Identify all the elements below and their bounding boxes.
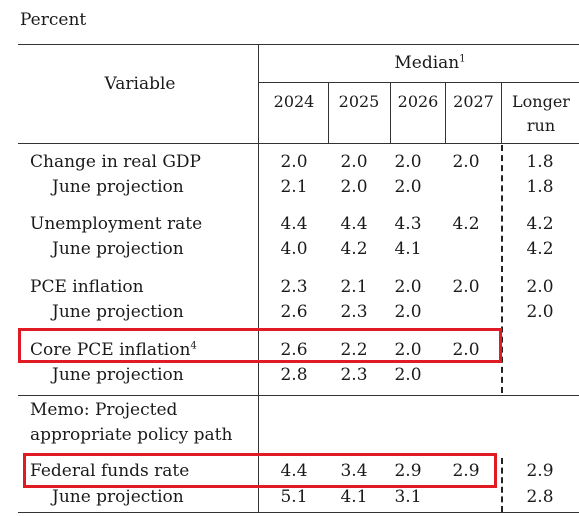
cell-2025: 2.0 (340, 177, 368, 197)
cell-2026: 3.1 (394, 487, 422, 507)
cell-2024: 4.4 (280, 461, 308, 481)
median-rule (258, 82, 579, 83)
cell-2024: 2.8 (280, 365, 308, 385)
cell-2025: 2.0 (340, 152, 368, 172)
row-label: June projection (52, 177, 184, 197)
col-rule-2025 (328, 82, 329, 143)
cell-longer-run: 2.0 (526, 302, 554, 322)
row-label: June projection (52, 365, 184, 385)
variable-column-rule (258, 44, 259, 512)
cell-2026: 4.3 (394, 214, 422, 234)
longer-run-dashed-rule-lower (501, 458, 503, 512)
col-rule-longer-run (501, 82, 502, 143)
col-rule-2026 (390, 82, 391, 143)
cell-longer-run: 4.2 (526, 214, 554, 234)
cell-2027: 2.0 (452, 340, 480, 360)
col-header-2027: 2027 (453, 92, 494, 111)
cell-2025: 4.4 (340, 214, 368, 234)
cell-2024: 2.0 (280, 152, 308, 172)
col-rule-2027 (445, 82, 446, 143)
cell-longer-run: 2.0 (526, 277, 554, 297)
cell-2027: 2.0 (452, 277, 480, 297)
cell-2024: 2.6 (280, 302, 308, 322)
cell-2026: 2.0 (394, 365, 422, 385)
fed-funds-highlight-box (23, 453, 497, 488)
cell-2026: 2.0 (394, 302, 422, 322)
cell-2024: 4.4 (280, 214, 308, 234)
row-label: June projection (52, 302, 184, 322)
row-label: Core PCE inflation4 (30, 340, 197, 360)
cell-2024: 4.0 (280, 239, 308, 259)
col-header-longer-run-line1: Longer (512, 92, 570, 111)
cell-2026: 4.1 (394, 239, 422, 259)
cell-longer-run: 4.2 (526, 239, 554, 259)
row-label: Unemployment rate (30, 214, 203, 234)
col-header-2026: 2026 (397, 92, 439, 111)
col-header-2024: 2024 (273, 92, 315, 111)
row-label: June projection (52, 239, 184, 259)
cell-2024: 5.1 (280, 487, 308, 507)
col-header-longer-run-line2: run (526, 116, 556, 135)
top-rule (18, 44, 579, 45)
cell-2027: 2.9 (452, 461, 480, 481)
core-pce-highlight-box (18, 328, 502, 363)
cell-2025: 2.3 (340, 302, 368, 322)
variable-header: Variable (104, 74, 176, 94)
memo-label-line2: appropriate policy path (30, 425, 233, 445)
cell-longer-run: 1.8 (526, 152, 554, 172)
row-label: Federal funds rate (30, 461, 190, 481)
memo-label-line1: Memo: Projected (30, 400, 178, 420)
cell-2027: 2.0 (452, 152, 480, 172)
bottom-rule (18, 512, 579, 513)
cell-2026: 2.0 (394, 177, 422, 197)
cell-2024: 2.6 (280, 340, 308, 360)
row-label: June projection (52, 487, 184, 507)
cell-2024: 2.1 (280, 177, 308, 197)
cell-2026: 2.0 (394, 340, 422, 360)
cell-longer-run: 2.8 (526, 487, 554, 507)
memo-rule (18, 395, 579, 396)
cell-2025: 4.1 (340, 487, 368, 507)
cell-2026: 2.0 (394, 277, 422, 297)
col-header-2025: 2025 (338, 92, 380, 111)
cell-2025: 2.2 (340, 340, 368, 360)
row-label: Change in real GDP (30, 152, 201, 172)
longer-run-dashed-rule (501, 145, 503, 393)
cell-2026: 2.9 (394, 461, 422, 481)
cell-2024: 2.3 (280, 277, 308, 297)
cell-2025: 4.2 (340, 239, 368, 259)
cell-2027: 4.2 (452, 214, 480, 234)
cell-longer-run: 2.9 (526, 461, 554, 481)
cell-2025: 2.3 (340, 365, 368, 385)
row-label: PCE inflation (30, 277, 144, 297)
header-rule (18, 143, 579, 144)
median-header: Median1 (394, 53, 466, 73)
cell-longer-run: 1.8 (526, 177, 554, 197)
cell-2025: 2.1 (340, 277, 368, 297)
cell-2026: 2.0 (394, 152, 422, 172)
cell-2025: 3.4 (340, 461, 368, 481)
unit-label: Percent (20, 10, 87, 30)
